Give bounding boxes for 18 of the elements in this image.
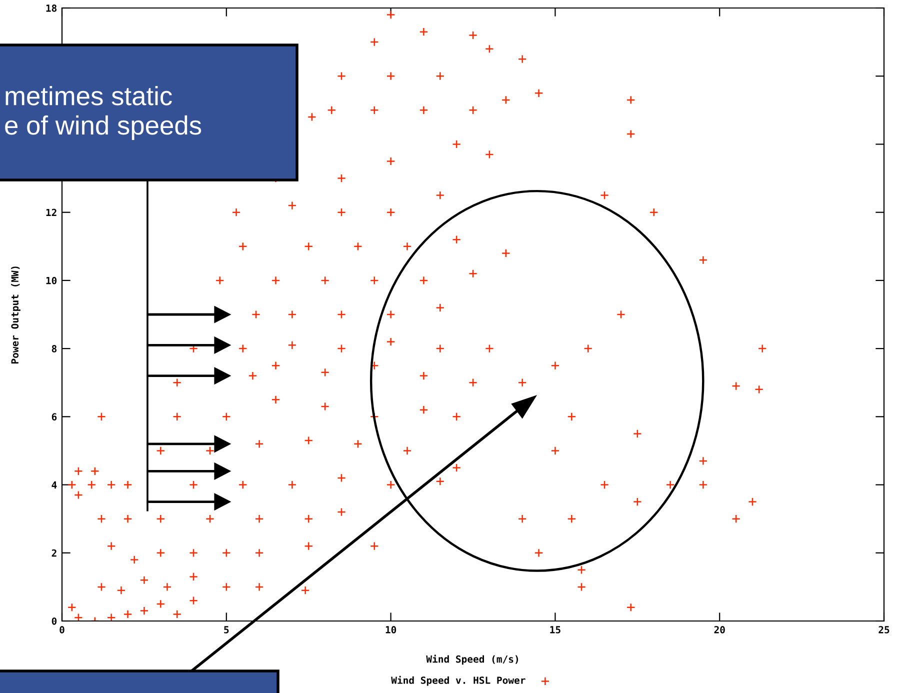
y-tick-label: 4 <box>52 481 57 488</box>
y-tick-label: 6 <box>52 413 57 421</box>
x-tick-label: 20 <box>714 626 725 634</box>
x-tick-label: 15 <box>550 626 560 634</box>
y-tick-label: 0 <box>52 617 57 625</box>
y-tick-label: 2 <box>52 549 56 557</box>
y-tick-label: 10 <box>46 276 57 284</box>
x-tick-label: 25 <box>878 626 890 634</box>
legend-label: Wind Speed v. HSL Power <box>391 676 526 686</box>
x-tick-label: 5 <box>224 626 229 634</box>
y-tick-label: 18 <box>46 4 57 12</box>
annotation: metimes static e of wind speeds <box>5 86 202 140</box>
x-tick-label: 0 <box>60 626 64 634</box>
y-axis-title: Power Output (MW) <box>11 266 20 364</box>
y-tick-label: 12 <box>46 208 56 216</box>
y-tick-label: 8 <box>52 345 57 352</box>
x-tick-label: 10 <box>386 626 396 634</box>
x-axis-title: Wind Speed (m/s) <box>426 654 518 665</box>
